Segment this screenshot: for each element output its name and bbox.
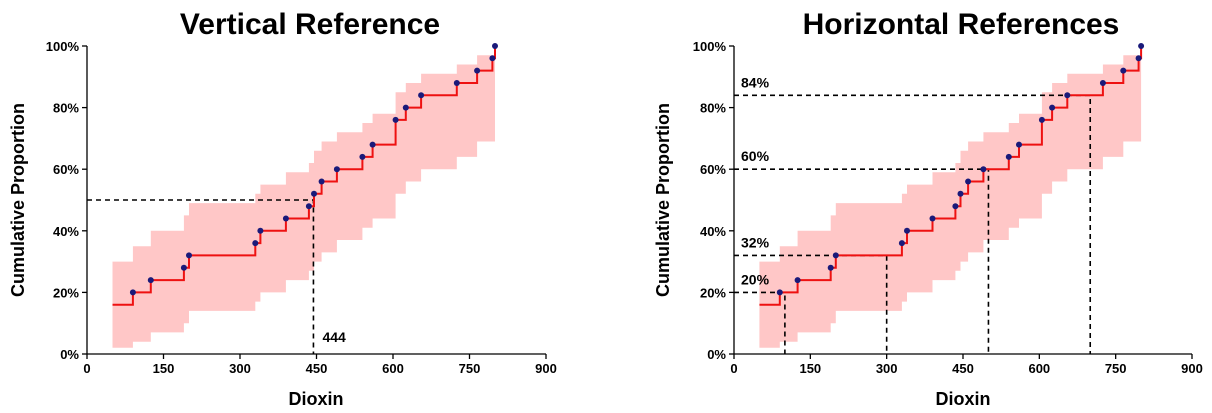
data-point <box>1038 116 1045 123</box>
x-tick-label: 450 <box>306 361 328 376</box>
y-axis-label: Cumulative Proportion <box>653 103 673 297</box>
data-point <box>1099 80 1106 86</box>
x-tick-label: 750 <box>459 361 481 376</box>
data-point <box>1138 43 1145 49</box>
reference-line <box>734 94 1092 354</box>
x-tick-label: 300 <box>229 361 251 376</box>
data-point <box>147 277 154 284</box>
confidence-band <box>112 46 495 348</box>
plot-area: 444 0 150 300 450 600 750 900 0% 20% 40% 60% 80% 100% <box>46 39 557 376</box>
data-point <box>282 215 289 222</box>
y-tick-label: 100% <box>693 39 727 54</box>
y-tick-label: 80% <box>53 101 79 116</box>
data-point <box>904 227 910 234</box>
y-axis-label: Cumulative Proportion <box>8 103 28 297</box>
data-point <box>359 153 366 160</box>
reference-line <box>734 254 888 354</box>
data-point <box>965 178 972 185</box>
chart-title: Vertical Reference <box>180 8 440 41</box>
data-point <box>957 190 964 197</box>
data-point <box>252 240 259 247</box>
data-point <box>1049 104 1056 111</box>
x-tick-label: 450 <box>952 361 974 376</box>
data-point <box>453 80 460 86</box>
data-point <box>392 116 399 123</box>
x-tick-label: 150 <box>799 361 821 376</box>
x-tick-label: 750 <box>1105 361 1127 376</box>
data-point <box>402 104 409 111</box>
x-tick-label: 150 <box>153 361 175 376</box>
reference-line <box>734 291 786 354</box>
reference-label: 32% <box>741 234 770 250</box>
data-point <box>186 252 192 259</box>
x-tick-label: 300 <box>876 361 898 376</box>
data-point <box>1016 141 1022 148</box>
data-point <box>318 178 325 185</box>
data-point <box>492 43 498 49</box>
data-point <box>129 289 136 296</box>
reference-label: 20% <box>741 271 770 287</box>
data-point <box>1005 153 1012 160</box>
reference-label: 84% <box>741 74 770 90</box>
data-point <box>1120 67 1127 74</box>
x-tick-label: 900 <box>1181 361 1203 376</box>
data-point <box>180 264 187 271</box>
x-tick-label: 600 <box>382 361 404 376</box>
data-point <box>418 92 425 99</box>
data-point <box>980 166 987 173</box>
data-point <box>257 227 264 234</box>
y-tick-label: 80% <box>700 101 726 116</box>
plot-area: 20% 32% 60% 84% 0 150 300 450 600 750 900 0% 20% 40% 6… <box>693 39 1203 376</box>
data-point <box>333 166 340 173</box>
x-tick-label: 600 <box>1028 361 1050 376</box>
data-point <box>1064 92 1071 99</box>
data-point <box>489 55 496 62</box>
x-tick-label: 0 <box>730 361 737 376</box>
y-tick-label: 100% <box>46 39 80 54</box>
confidence-band <box>759 46 1142 348</box>
y-tick-label: 40% <box>53 224 79 239</box>
chart-horizontal-references: Horizontal References Dioxin Cumulative … <box>653 8 1203 409</box>
chart-title: Horizontal References <box>803 8 1120 41</box>
data-point <box>369 141 376 148</box>
x-tick-label: 0 <box>83 361 90 376</box>
data-point <box>832 252 839 259</box>
data-point <box>1135 55 1142 62</box>
x-axis-label: Dioxin <box>935 389 990 409</box>
y-tick-label: 0% <box>707 347 726 362</box>
chart-vertical-reference: Vertical Reference Dioxin Cumulative Pro… <box>8 8 557 409</box>
x-tick-label: 900 <box>535 361 557 376</box>
y-tick-label: 20% <box>700 285 726 300</box>
data-point <box>827 264 834 271</box>
reference-label: 60% <box>741 148 770 164</box>
x-axis-label: Dioxin <box>288 389 343 409</box>
y-tick-label: 20% <box>53 285 79 300</box>
data-point <box>474 67 481 74</box>
data-point <box>776 289 783 296</box>
data-point <box>929 215 936 222</box>
data-point <box>305 203 312 210</box>
data-point <box>952 203 959 210</box>
y-tick-label: 40% <box>700 224 726 239</box>
y-tick-label: 60% <box>700 162 726 177</box>
y-tick-label: 0% <box>60 347 79 362</box>
y-tick-label: 60% <box>53 162 79 177</box>
data-point <box>898 240 905 247</box>
data-point <box>794 277 801 284</box>
reference-label: 444 <box>322 329 346 345</box>
data-point <box>311 190 317 197</box>
